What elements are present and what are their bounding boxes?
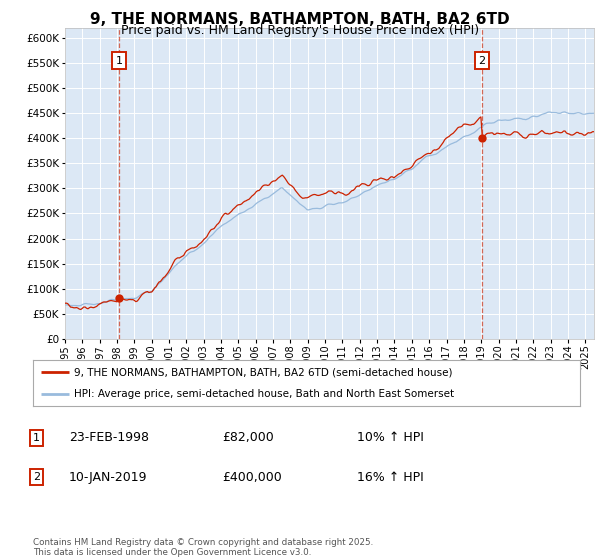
Text: 9, THE NORMANS, BATHAMPTON, BATH, BA2 6TD (semi-detached house): 9, THE NORMANS, BATHAMPTON, BATH, BA2 6T… (74, 367, 452, 377)
Text: £400,000: £400,000 (222, 470, 282, 484)
Text: 2: 2 (478, 55, 485, 66)
Text: 1: 1 (33, 433, 40, 443)
Text: 2: 2 (33, 472, 40, 482)
Text: Price paid vs. HM Land Registry's House Price Index (HPI): Price paid vs. HM Land Registry's House … (121, 24, 479, 36)
Text: 10-JAN-2019: 10-JAN-2019 (69, 470, 148, 484)
Text: £82,000: £82,000 (222, 431, 274, 445)
Text: 10% ↑ HPI: 10% ↑ HPI (357, 431, 424, 445)
Text: 1: 1 (116, 55, 123, 66)
Text: Contains HM Land Registry data © Crown copyright and database right 2025.
This d: Contains HM Land Registry data © Crown c… (33, 538, 373, 557)
Text: HPI: Average price, semi-detached house, Bath and North East Somerset: HPI: Average price, semi-detached house,… (74, 389, 454, 399)
Text: 23-FEB-1998: 23-FEB-1998 (69, 431, 149, 445)
Text: 16% ↑ HPI: 16% ↑ HPI (357, 470, 424, 484)
Text: 9, THE NORMANS, BATHAMPTON, BATH, BA2 6TD: 9, THE NORMANS, BATHAMPTON, BATH, BA2 6T… (90, 12, 510, 27)
